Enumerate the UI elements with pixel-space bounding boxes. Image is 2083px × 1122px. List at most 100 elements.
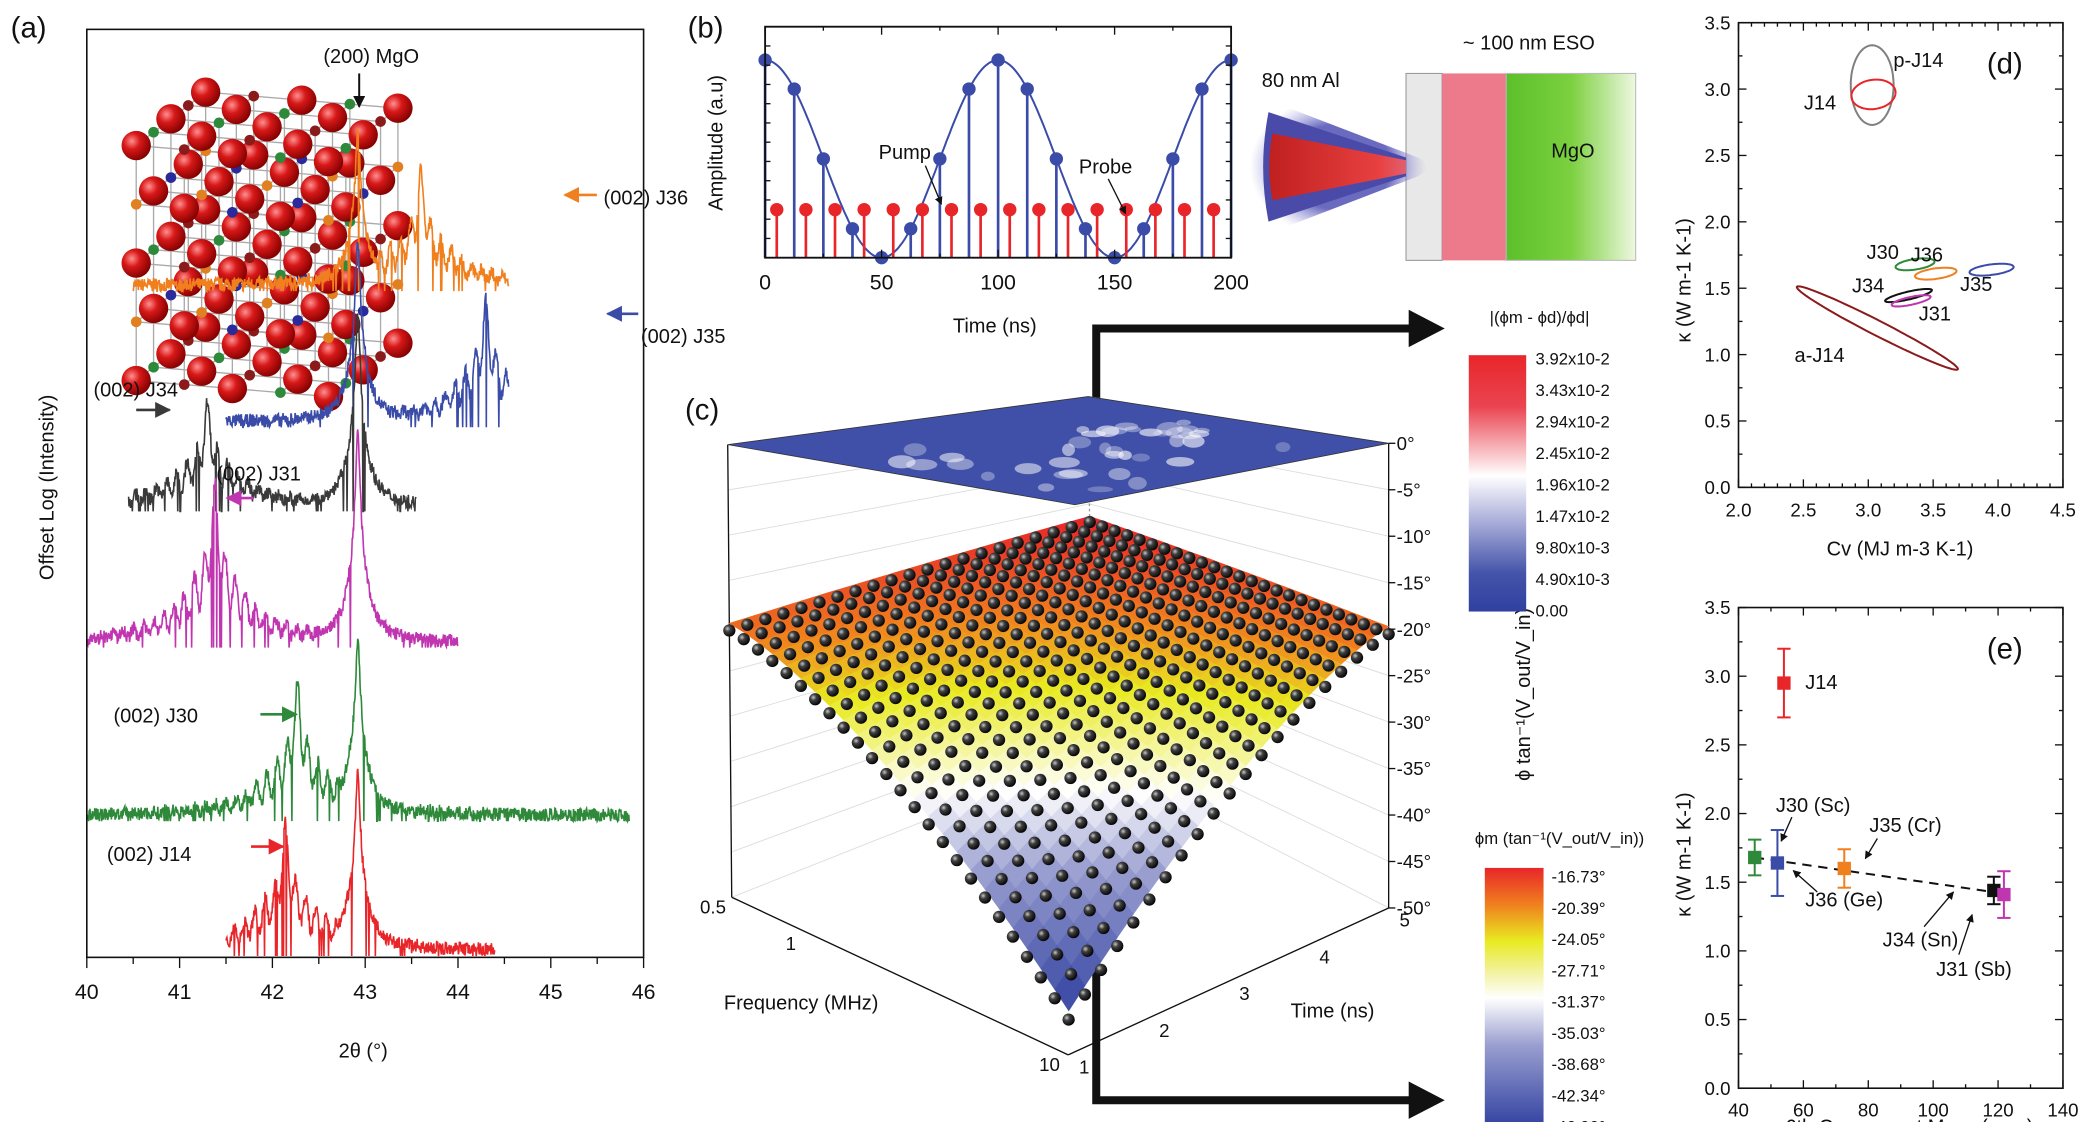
data-point	[1191, 567, 1204, 581]
cation-atom	[392, 279, 404, 290]
error-map-spot	[1058, 469, 1088, 478]
data-point	[1001, 604, 1014, 617]
data-point	[1048, 992, 1061, 1005]
data-point	[1037, 645, 1050, 658]
error-map-plane	[727, 396, 1389, 506]
cation-atom	[375, 233, 386, 245]
data-point	[1176, 693, 1190, 706]
data-point	[1319, 680, 1332, 693]
data-point	[837, 721, 850, 734]
trend-line	[1754, 856, 2002, 895]
cation-atom	[261, 297, 273, 309]
data-point	[737, 633, 750, 646]
data-point	[886, 715, 899, 728]
x-axis-label: 6th Component Mass (amu)	[1785, 1117, 2033, 1122]
data-point	[967, 837, 980, 850]
data-point	[1300, 628, 1313, 642]
oxygen-atom	[121, 365, 151, 396]
data-point	[872, 614, 885, 627]
data-point	[812, 671, 825, 685]
data-point	[858, 605, 872, 619]
data-point	[1111, 939, 1124, 953]
data-point	[1304, 612, 1317, 626]
y-tick-label: 2.0	[1704, 803, 1730, 824]
data-point	[931, 634, 944, 648]
data-point	[997, 619, 1010, 633]
data-point	[1062, 603, 1075, 616]
cation-atom	[279, 108, 290, 119]
oxygen-atom	[300, 174, 330, 205]
oxygen-atom	[217, 373, 248, 404]
data-point	[1137, 777, 1151, 790]
data-point	[1107, 670, 1120, 683]
data-point	[1222, 673, 1235, 686]
oxygen-atom	[252, 347, 282, 377]
data-point	[1213, 646, 1226, 659]
data-point	[974, 589, 987, 602]
data-point	[917, 625, 931, 638]
data-point	[1034, 971, 1047, 984]
data-point	[978, 891, 992, 904]
time-axis-label: Time (ns)	[1291, 1000, 1375, 1022]
data-point	[1322, 659, 1335, 672]
error-map-spot	[1176, 425, 1199, 434]
cation-atom	[357, 305, 369, 317]
z-tick-label: -5°	[1397, 479, 1421, 500]
data-point	[1270, 584, 1283, 597]
x-tick-label: 45	[539, 980, 563, 1004]
point-label: J35 (Cr)	[1869, 815, 1941, 837]
error-map-spot	[1156, 422, 1183, 436]
data-point	[1238, 660, 1252, 673]
data-point	[1180, 671, 1193, 684]
cation-atom	[323, 332, 334, 344]
data-point	[1014, 820, 1027, 833]
data-point	[1213, 747, 1226, 760]
y-tick-label: 1.5	[1704, 278, 1730, 299]
data-point	[1009, 891, 1022, 904]
series-label: (002) J34	[93, 380, 178, 402]
data-point	[1011, 854, 1025, 867]
cation-atom	[309, 125, 321, 137]
data-point	[1284, 640, 1297, 654]
cation-atom	[244, 252, 256, 264]
data-point	[992, 733, 1006, 746]
eso-layer-label: ~ 100 nm ESO	[1463, 32, 1595, 54]
x-tick-label: 100	[980, 271, 1016, 295]
data-point	[1169, 588, 1182, 601]
probe-point	[1061, 202, 1075, 217]
data-point	[1062, 557, 1076, 570]
data-point	[1161, 619, 1174, 632]
data-point	[1143, 893, 1156, 906]
cation-atom	[292, 197, 304, 209]
data-point	[911, 771, 924, 784]
z-tick-label: 0°	[1397, 433, 1415, 454]
data-point	[1255, 647, 1268, 660]
cation-atom	[213, 117, 225, 129]
data-point	[1094, 963, 1108, 977]
data-point	[1042, 852, 1055, 866]
data-point	[1144, 629, 1157, 642]
data-point	[1027, 619, 1041, 632]
data-point	[1124, 658, 1137, 672]
cation-atom	[309, 360, 321, 372]
panel-label-e: (e)	[1987, 632, 2023, 665]
oxygen-atom	[138, 176, 169, 206]
x-tick-label: 0.5	[700, 896, 726, 917]
pump-point	[845, 222, 860, 236]
series-label: (002) J30	[114, 705, 199, 727]
data-point	[1105, 812, 1118, 826]
data-point	[1266, 597, 1279, 610]
x-tick-label: 3.0	[1855, 500, 1881, 521]
cation-atom	[309, 243, 321, 254]
data-point	[1137, 667, 1150, 680]
data-point	[1295, 593, 1308, 607]
data-point	[1249, 606, 1263, 620]
data-point	[1113, 899, 1126, 912]
point-label: J30 (Sc)	[1776, 795, 1851, 817]
ellipse-label: J35	[1960, 274, 1992, 296]
data-point	[854, 621, 868, 634]
data-point	[1187, 632, 1200, 645]
data-point	[1024, 541, 1037, 554]
cation-atom	[196, 189, 207, 201]
data-point	[1114, 579, 1127, 593]
